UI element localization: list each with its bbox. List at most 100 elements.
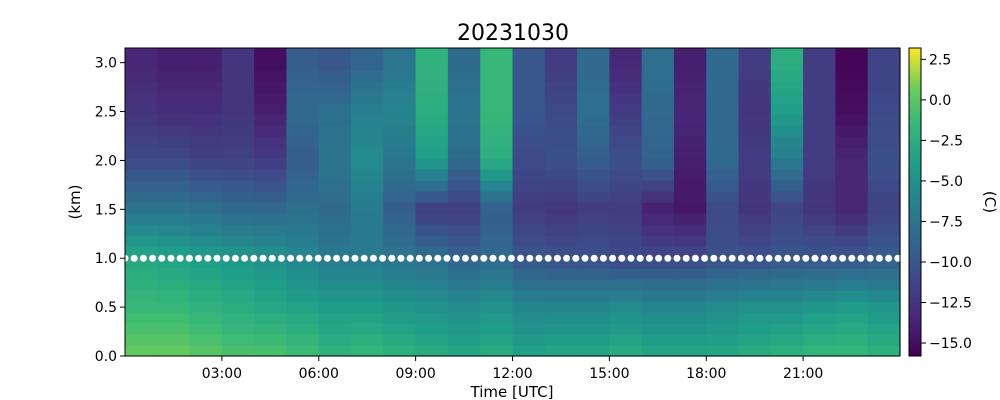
heatmap-cell [221, 114, 255, 126]
heatmap-cell [867, 257, 901, 269]
heatmap-cell [383, 180, 417, 192]
heatmap-cell [351, 290, 384, 302]
heatmap-cell [544, 246, 578, 258]
heatmap-cell [770, 191, 804, 203]
heatmap-cell [480, 81, 514, 93]
heatmap-cell [673, 301, 707, 313]
colorbar-tick-label: −15.0 [929, 336, 972, 352]
heatmap-cell [641, 180, 675, 192]
heatmap-cell [835, 224, 869, 236]
heatmap-cell [706, 147, 740, 159]
heatmap-cell [738, 334, 772, 346]
heatmap-cell [577, 81, 610, 93]
heatmap-cell [447, 312, 481, 324]
heatmap-cell [447, 224, 481, 236]
heatmap-cell [254, 213, 288, 225]
x-tick-label: 15:00 [589, 366, 629, 382]
heatmap-cell [544, 169, 578, 181]
heatmap-cell [803, 191, 837, 203]
heatmap-cell [641, 213, 675, 225]
heatmap-cell [125, 279, 158, 291]
heatmap-cell [609, 81, 643, 93]
heatmap-cell [803, 224, 837, 236]
heatmap-cell [512, 224, 546, 236]
heatmap-cell [706, 48, 740, 60]
heatmap-cell [577, 323, 610, 335]
heatmap-cell [738, 103, 772, 115]
heatmap-cell [383, 158, 417, 170]
heatmap-cell [351, 48, 384, 60]
heatmap-cell [867, 169, 901, 181]
heatmap-cell [318, 114, 352, 126]
heatmap-cell [125, 48, 158, 60]
heatmap-cell [706, 136, 740, 148]
heatmap-cell [867, 136, 901, 148]
heatmap-cell [738, 257, 772, 269]
heatmap-cell [706, 301, 740, 313]
heatmap-cell [383, 246, 417, 258]
heatmap-cell [803, 257, 837, 269]
heatmap-cell [318, 213, 352, 225]
heatmap-cell [512, 312, 546, 324]
heatmap-cell [577, 345, 610, 357]
heatmap-cell [770, 323, 804, 335]
heatmap-cell [673, 81, 707, 93]
heatmap-cell [544, 70, 578, 82]
heatmap-cell [221, 312, 255, 324]
heatmap-cell [835, 169, 869, 181]
heatmap-cell [157, 48, 191, 60]
heatmap-cell [609, 180, 643, 192]
heatmap-cell [641, 81, 675, 93]
heatmap-cell [221, 48, 255, 60]
heatmap-cell [480, 224, 514, 236]
heatmap-cell [383, 114, 417, 126]
heatmap-cell [447, 235, 481, 247]
heatmap-cell [189, 213, 223, 225]
heatmap-cell [770, 169, 804, 181]
heatmap-cell [254, 235, 288, 247]
heatmap-cell [706, 202, 740, 214]
heatmap-cell [867, 103, 901, 115]
heatmap-cell [286, 257, 320, 269]
heatmap-cell [221, 125, 255, 137]
heatmap-cell [189, 48, 223, 60]
heatmap-cell [770, 48, 804, 60]
heatmap-cell [286, 147, 320, 159]
heatmap-cell [673, 180, 707, 192]
heatmap-cell [157, 180, 191, 192]
heatmap-cell [867, 224, 901, 236]
colorbar-tick-label: 2.5 [929, 52, 951, 68]
heatmap-cell [157, 235, 191, 247]
heatmap-cell [286, 191, 320, 203]
y-axis: 0.0 0.5 1.0 1.5 2.0 2.5 3.0 [95, 56, 125, 365]
heatmap-cell [125, 169, 158, 181]
heatmap-cell [803, 290, 837, 302]
heatmap-cell [125, 81, 158, 93]
heatmap-cell [673, 136, 707, 148]
heatmap-cell [835, 114, 869, 126]
heatmap-cell [189, 224, 223, 236]
heatmap-cell [157, 213, 191, 225]
heatmap-cell [835, 125, 869, 137]
heatmap-cell [351, 279, 384, 291]
heatmap-cell [544, 191, 578, 203]
heatmap-cell [706, 246, 740, 258]
heatmap-cell [835, 301, 869, 313]
heatmap-cell [286, 246, 320, 258]
heatmap-cell [512, 345, 546, 357]
heatmap-cell [318, 235, 352, 247]
heatmap-cell [221, 213, 255, 225]
heatmap-cell [157, 59, 191, 71]
heatmap-cell [867, 147, 901, 159]
heatmap-cell [512, 114, 546, 126]
heatmap-cell [609, 48, 643, 60]
heatmap-cell [480, 169, 514, 181]
heatmap-cell [447, 279, 481, 291]
heatmap-cell [189, 235, 223, 247]
heatmap-cell [125, 323, 158, 335]
heatmap-cell [157, 312, 191, 324]
heatmap-cell [867, 114, 901, 126]
heatmap-cell [835, 279, 869, 291]
heatmap-cell [415, 70, 449, 82]
heatmap-cell [738, 70, 772, 82]
